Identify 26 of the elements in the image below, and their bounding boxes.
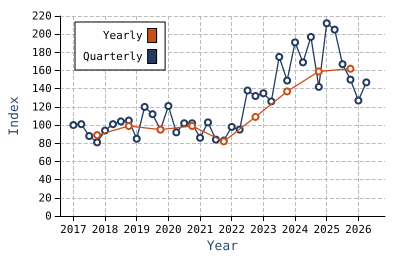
y-tick-label: 160	[32, 64, 52, 78]
x-tick-label: 2025	[313, 223, 340, 236]
y-tick-label: 120	[32, 100, 52, 114]
x-tick-label: 2019	[123, 223, 150, 236]
y-tick-label: 0	[45, 210, 52, 222]
x-tick-label: 2017	[60, 223, 87, 236]
y-tick-label: 20	[38, 191, 52, 204]
y-tick-label: 80	[38, 136, 52, 150]
y-axis-title: Index	[7, 96, 22, 136]
x-tick-label: 2023	[250, 223, 277, 236]
y-tick-label: 140	[32, 82, 52, 96]
x-tick-label: 2022	[218, 223, 245, 236]
y-tick-label: 180	[32, 46, 52, 59]
y-tick-label: 60	[38, 154, 52, 168]
y-tick-label: 100	[32, 118, 52, 132]
x-tick-label: 2024	[282, 223, 309, 236]
x-tick-label: 2026	[345, 223, 372, 236]
legend-label: Quarterly	[82, 50, 143, 63]
y-tick-label: 220	[32, 10, 52, 22]
x-tick-label: 2018	[92, 223, 118, 236]
y-tick-label: 200	[32, 28, 52, 41]
legend-label: Yearly	[102, 29, 143, 42]
y-tick-label: 40	[38, 173, 52, 186]
x-tick-label: 2021	[186, 223, 214, 236]
x-axis-title: Year	[206, 239, 238, 254]
x-tick-label: 2020	[155, 223, 182, 236]
